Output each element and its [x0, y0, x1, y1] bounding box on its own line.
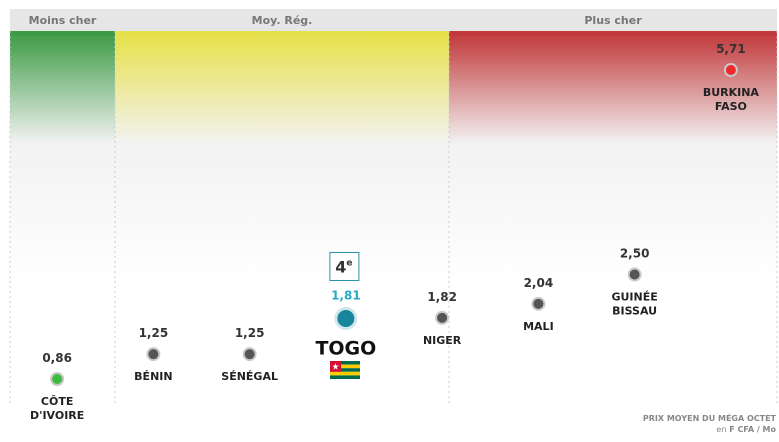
category-label: TOGO [315, 337, 376, 359]
category-label: NIGER [423, 334, 462, 347]
value-label: 5,71 [716, 42, 746, 56]
category-label: BURKINA FASO [703, 86, 760, 113]
rank: 4e [335, 257, 352, 276]
dot [531, 296, 546, 311]
zone-band [10, 31, 115, 281]
dot [242, 347, 257, 362]
unit: F CFA / Mo [729, 425, 776, 434]
zone-label: Moins cher [29, 14, 97, 27]
dot [146, 347, 161, 362]
value-label: 1,82 [427, 290, 457, 304]
rank-suffix: e [346, 258, 352, 268]
zone-band [115, 31, 449, 281]
zone-label: Moy. Rég. [252, 14, 313, 27]
zone-stripe [115, 31, 449, 36]
value-label: 2,50 [620, 247, 650, 261]
dot [435, 310, 450, 325]
category-label: GUINÉE BISSAU [611, 291, 657, 318]
category-label: BÉNIN [134, 370, 172, 383]
category-label: MALI [523, 320, 554, 333]
rank-number: 4 [335, 257, 346, 276]
dot [334, 306, 358, 330]
marks: 0,86 CÔTE D'IVOIRE 1,25 BÉNIN 1,25 SÉNÉGAL 1,81… [30, 42, 759, 422]
zone-stripe [449, 31, 777, 36]
togo-flag [330, 361, 360, 379]
header-bar [10, 9, 777, 31]
value-label: 2,04 [524, 276, 554, 290]
zone-band [449, 31, 777, 281]
unit-prefix: en [716, 425, 726, 434]
value-label: 1,25 [139, 326, 169, 340]
value-label: 1,25 [235, 326, 265, 340]
zones: Moins cher Moy. Rég. Plus cher [9, 9, 778, 405]
value-label: 0,86 [42, 351, 72, 365]
rank-box [329, 251, 360, 281]
dot [723, 63, 738, 77]
category-label: CÔTE D'IVOIRE [30, 395, 84, 422]
note: PRIX MOYEN DU MÉGA OCTET [643, 412, 777, 423]
dot [627, 267, 642, 282]
dot [50, 372, 65, 386]
zone-stripe [10, 31, 115, 36]
unit-line: en F CFA / Mo [716, 425, 776, 434]
zone-label: Plus cher [584, 14, 642, 27]
category-label: SÉNÉGAL [221, 370, 278, 383]
value-label: 1,81 [331, 288, 361, 302]
